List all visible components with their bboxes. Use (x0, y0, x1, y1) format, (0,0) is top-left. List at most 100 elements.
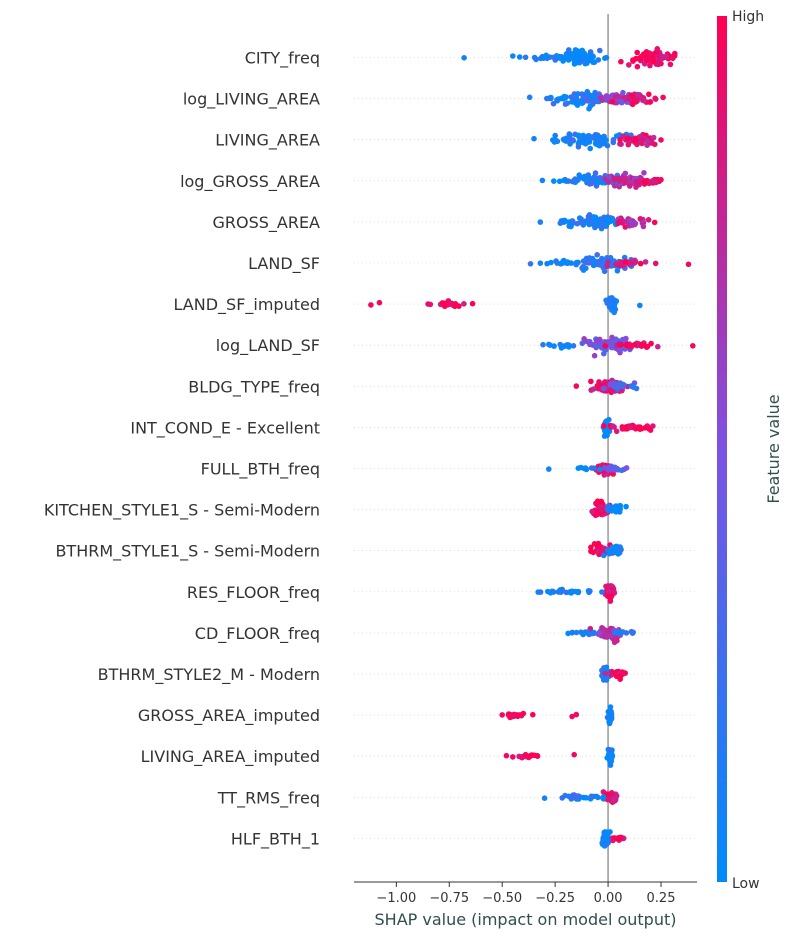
shap-point (579, 91, 585, 97)
shap-point (510, 754, 516, 760)
shap-point (617, 137, 623, 143)
shap-point (573, 711, 580, 718)
shap-point (617, 502, 624, 509)
shap-point (633, 184, 639, 190)
shap-point (685, 261, 692, 268)
shap-point (570, 343, 577, 349)
shap-point (579, 100, 585, 106)
shap-point (608, 297, 614, 303)
x-tick-label: −1.00 (376, 891, 416, 906)
shap-point (588, 465, 595, 471)
shap-point (597, 175, 603, 181)
x-tick-label: 0.25 (647, 891, 676, 906)
shap-point (604, 430, 610, 436)
shap-point (537, 260, 544, 267)
x-axis-title: SHAP value (impact on model output) (375, 910, 677, 929)
shap-point (565, 57, 572, 63)
shap-point (570, 56, 577, 62)
shap-point (541, 795, 548, 801)
shap-point (577, 136, 584, 142)
colorbar-low-label: Low (732, 876, 760, 892)
shap-point (607, 747, 613, 754)
shap-point (620, 89, 626, 96)
shap-point (602, 216, 608, 223)
shap-point (633, 178, 640, 185)
shap-point (603, 54, 610, 61)
shap-point (625, 135, 631, 141)
x-tick-label: −0.75 (429, 891, 469, 906)
shap-point (614, 268, 621, 274)
feature-label: BLDG_TYPE_freq (188, 377, 320, 397)
shap-point (452, 301, 459, 307)
colorbar-high-label: High (732, 9, 764, 25)
shap-point (604, 263, 610, 270)
shap-point (611, 588, 617, 594)
shap-point (637, 216, 644, 222)
shap-point (640, 51, 647, 57)
shap-point (608, 593, 615, 599)
shap-point (650, 423, 656, 429)
shap-point (527, 753, 533, 759)
feature-points (541, 789, 620, 805)
feature-points (599, 664, 628, 683)
shap-point (535, 589, 541, 595)
shap-point (562, 792, 568, 799)
feature-label: RES_FLOOR_freq (187, 583, 320, 603)
shap-point (590, 59, 596, 65)
shap-point (557, 220, 564, 226)
shap-point (569, 99, 575, 105)
shap-point (575, 144, 582, 150)
shap-point (575, 48, 581, 54)
shap-point (618, 467, 625, 474)
shap-point (646, 425, 652, 432)
shap-point (574, 97, 581, 103)
shap-point (594, 338, 600, 344)
shap-point (461, 55, 467, 61)
shap-point (607, 598, 614, 604)
shap-point (575, 177, 581, 183)
shap-point (647, 62, 653, 69)
shap-point (638, 341, 644, 348)
feature-points (461, 46, 678, 70)
shap-point (634, 63, 641, 70)
shap-point (613, 133, 620, 139)
shap-point (575, 465, 582, 472)
shap-point (569, 218, 576, 224)
shap-point (585, 213, 592, 220)
shap-point (601, 140, 607, 147)
shap-point (540, 341, 546, 348)
shap-point (579, 340, 586, 347)
shap-point (547, 590, 554, 596)
shap-point (599, 589, 605, 595)
shap-point (608, 217, 614, 223)
shap-point (588, 793, 595, 800)
shap-point (660, 94, 666, 101)
shap-point (618, 58, 624, 65)
shap-point (569, 713, 575, 720)
shap-point (596, 629, 603, 636)
shap-point (602, 670, 609, 677)
shap-point (552, 132, 558, 139)
shap-point (600, 135, 606, 141)
shap-point (550, 100, 557, 107)
shap-point (368, 302, 374, 308)
x-tick-label: 0.00 (594, 891, 623, 906)
shap-point (639, 137, 645, 143)
shap-point (615, 220, 621, 227)
shap-point (614, 383, 621, 389)
feature-labels: CITY_freq log_LIVING_AREA LIVING_AREA log_G… (44, 49, 320, 850)
feature-points (599, 829, 627, 849)
shap-point (609, 99, 616, 105)
shap-point (583, 265, 589, 272)
shap-point (611, 183, 618, 189)
shap-point (613, 428, 620, 435)
shap-point (598, 498, 605, 505)
shap-point (609, 334, 615, 341)
shap-point (627, 217, 633, 224)
shap-point (509, 713, 516, 720)
shap-point (606, 174, 612, 180)
shap-point (630, 384, 637, 391)
feature-points (535, 583, 618, 604)
shap-point (583, 466, 590, 473)
shap-point (612, 544, 618, 551)
